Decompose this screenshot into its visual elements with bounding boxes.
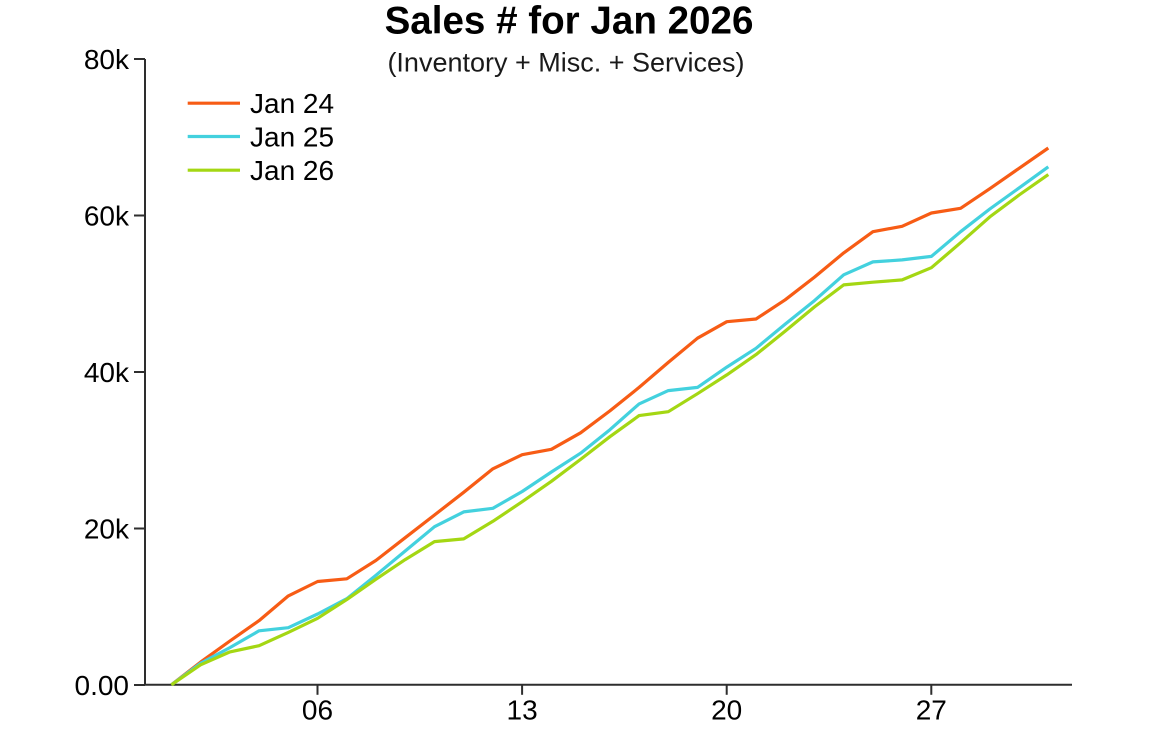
svg-text:80k: 80k	[84, 44, 130, 75]
svg-text:Jan 25: Jan 25	[250, 121, 334, 152]
svg-text:Jan 24: Jan 24	[250, 88, 334, 119]
svg-text:(Inventory + Misc. + Services): (Inventory + Misc. + Services)	[387, 48, 744, 78]
svg-text:27: 27	[916, 694, 947, 725]
svg-text:0.00: 0.00	[75, 670, 130, 701]
svg-text:60k: 60k	[84, 201, 130, 232]
svg-text:Sales # for Jan 2026: Sales # for Jan 2026	[385, 0, 754, 43]
svg-text:13: 13	[507, 694, 538, 725]
svg-text:06: 06	[302, 694, 333, 725]
svg-text:20: 20	[711, 694, 742, 725]
svg-text:Jan 26: Jan 26	[250, 155, 334, 186]
svg-text:20k: 20k	[84, 514, 130, 545]
svg-text:40k: 40k	[84, 357, 130, 388]
